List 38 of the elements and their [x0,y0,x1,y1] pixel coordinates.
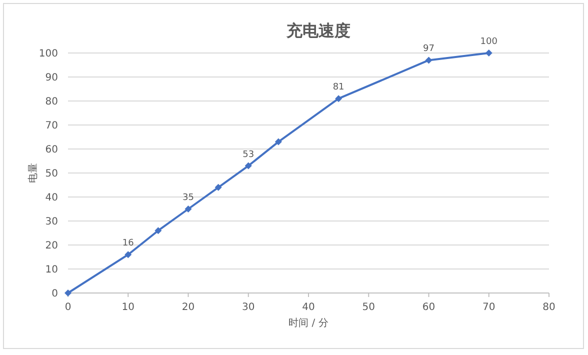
chart-title: 充电速度 [286,21,350,40]
y-axis-title: 电量 [27,163,39,183]
y-tick-label: 50 [45,168,58,180]
data-label: 97 [423,44,434,54]
y-tick-label: 20 [45,240,58,252]
x-axis-title: 时间 / 分 [288,317,328,329]
point [124,251,132,258]
data-label: 81 [332,82,344,93]
point [274,138,282,146]
y-tick-label: 90 [45,72,58,84]
point [244,162,252,170]
y-tick-label: 80 [45,96,58,108]
x-tick-label: 80 [542,302,556,313]
point [214,184,222,191]
point [184,206,192,212]
x-tick-label: 50 [362,302,375,313]
y-tick-label: 0 [52,288,58,300]
point [154,227,162,234]
x-tick-label: 20 [182,302,195,313]
data-label: 35 [182,193,194,203]
y-tick-label: 40 [45,192,58,204]
y-tick-label: 70 [45,120,58,132]
x-tick-label: 60 [422,302,436,313]
y-tick-label: 100 [38,48,58,60]
point [335,95,342,102]
y-tick-label: 10 [45,264,58,276]
data-label: 100 [480,37,498,47]
y-tick-label: 60 [45,144,58,156]
x-tick-label: 10 [122,302,134,313]
x-tick-label: 30 [242,302,255,313]
x-tick-label: 0 [64,302,72,313]
y-tick-label: 30 [45,216,58,228]
x-tick-label: 40 [302,302,315,313]
data-label: 16 [122,238,134,249]
point [485,50,492,56]
x-tick-label: 70 [482,302,496,313]
point [425,56,432,64]
data-label: 53 [242,150,254,160]
